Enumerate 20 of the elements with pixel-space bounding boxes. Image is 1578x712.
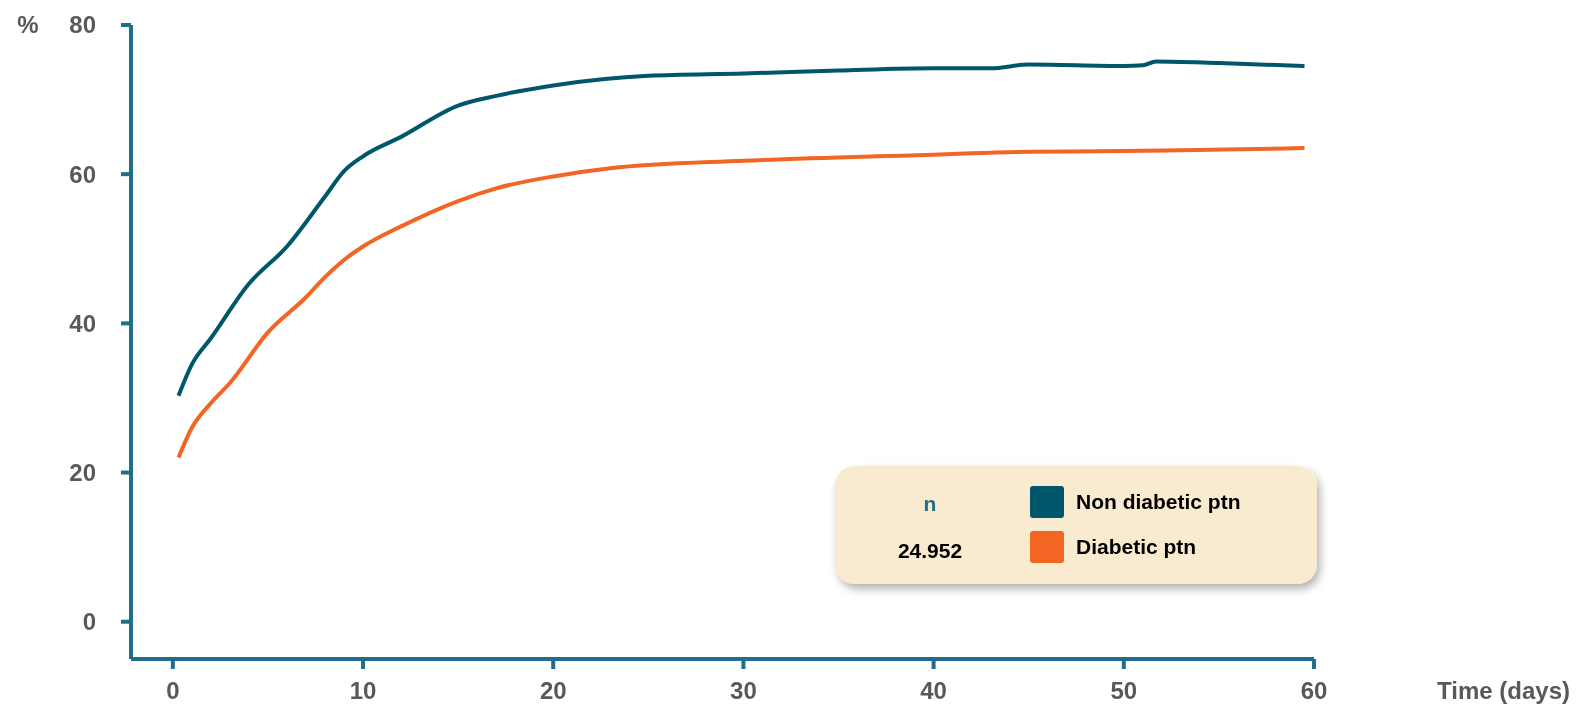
legend-label: Non diabetic ptn bbox=[1076, 490, 1241, 514]
x-tick-label: 60 bbox=[1300, 677, 1328, 704]
y-tick-label: 40 bbox=[69, 309, 96, 337]
x-tick-label: 10 bbox=[349, 677, 377, 704]
line-series bbox=[176, 59, 1307, 398]
y-tick-label: 80 bbox=[69, 11, 96, 39]
x-tick-label: 20 bbox=[539, 677, 567, 704]
legend-label: Diabetic ptn bbox=[1076, 535, 1197, 559]
x-tick-label: 40 bbox=[920, 677, 947, 704]
y-axis-title: % bbox=[17, 11, 39, 39]
x-tick-label: 50 bbox=[1110, 677, 1138, 704]
y-tick-label: 20 bbox=[69, 458, 96, 486]
x-axis-title: Time (days) bbox=[1437, 677, 1570, 704]
annotation: 24.952 bbox=[897, 539, 963, 563]
x-tick-label: 30 bbox=[730, 677, 757, 704]
x-tick-label: 0 bbox=[166, 677, 180, 704]
annotation: n bbox=[923, 492, 937, 516]
y-tick-label: 0 bbox=[82, 608, 96, 636]
y-tick-label: 60 bbox=[69, 160, 96, 188]
line-series bbox=[176, 146, 1307, 460]
